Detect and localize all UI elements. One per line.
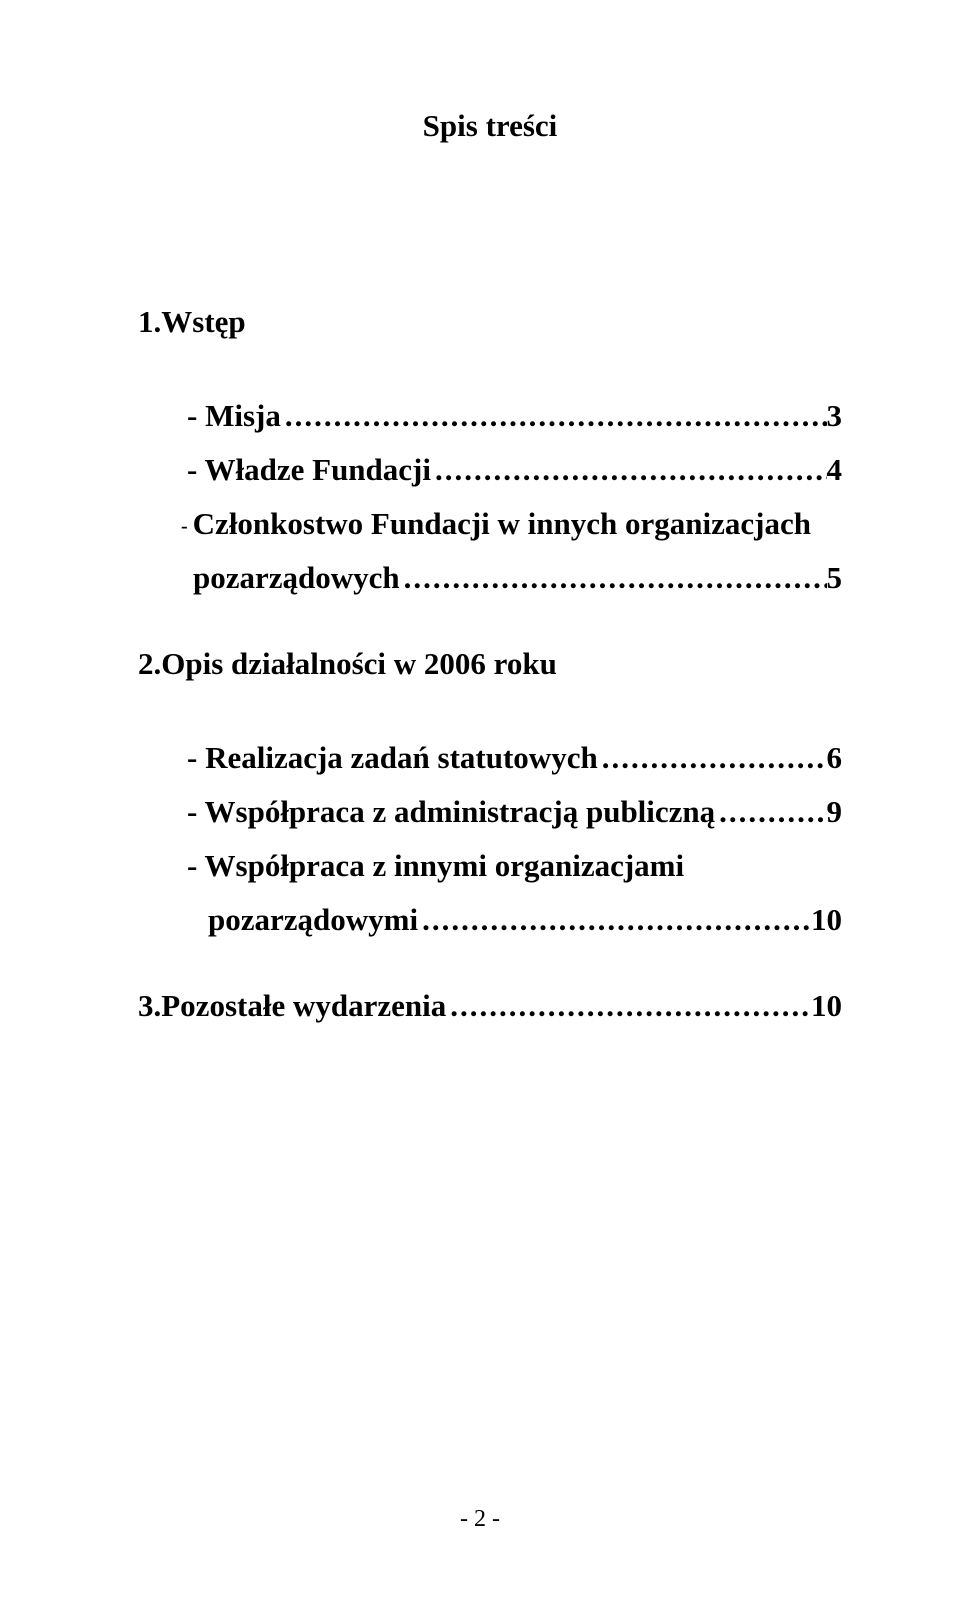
toc-item-czlonkostwo-line2: pozarządowych 5 [138,560,842,596]
toc-page-number: 3 [827,398,843,434]
toc-item-wspolpraca-admin: - Współpraca z administracją publiczną 9 [138,794,842,830]
toc-item-misja: - Misja 3 [138,398,842,434]
toc-label: - Realizacja zadań statutowych [187,740,598,776]
toc-item-wladze: - Władze Fundacji 4 [138,452,842,488]
toc-leader-dots [281,398,827,434]
toc-group-2: - Realizacja zadań statutowych 6 - Współ… [138,740,842,938]
toc-small-dash: - [181,515,193,537]
toc-page-number: 10 [811,988,842,1024]
toc-item-wspolpraca-org-line1: - Współpraca z innymi organizacjami [138,848,842,884]
toc-item-pozostale: 3.Pozostałe wydarzenia 10 [138,988,842,1024]
toc-page-number: 10 [811,902,842,938]
toc-leader-dots [418,902,811,938]
toc-page-number: 5 [827,560,843,596]
toc-item-realizacja: - Realizacja zadań statutowych 6 [138,740,842,776]
toc-leader-dots [598,740,827,776]
section-1-heading: 1.Wstęp [138,304,842,340]
toc-leader-dots [446,988,811,1024]
section-3-heading: 3.Pozostałe wydarzenia [138,988,446,1024]
section-2-heading: 2.Opis działalności w 2006 roku [138,646,842,682]
toc-group-1: - Misja 3 - Władze Fundacji 4 - Członkos… [138,398,842,596]
toc-label: - Współpraca z innymi organizacjami [187,848,684,883]
toc-page-number: 4 [827,452,843,488]
toc-label: pozarządowymi [208,902,418,938]
page-footer-number: - 2 - [0,1506,960,1533]
toc-item-wspolpraca-org-line2: pozarządowymi 10 [138,902,842,938]
toc-item-czlonkostwo-line1: - Członkostwo Fundacji w innych organiza… [138,506,842,542]
toc-page-number: 9 [827,794,843,830]
document-page: Spis treści 1.Wstęp - Misja 3 - Władze F… [0,0,960,1623]
toc-label: - Władze Fundacji [187,452,431,488]
page-title: Spis treści [138,108,842,144]
toc-label: - Współpraca z administracją publiczną [187,794,715,830]
toc-leader-dots [431,452,827,488]
toc-group-3: 3.Pozostałe wydarzenia 10 [138,988,842,1024]
toc-page-number: 6 [827,740,843,776]
toc-leader-dots [400,560,827,596]
toc-leader-dots [715,794,826,830]
toc-label: pozarządowych [193,560,400,596]
toc-label: - Misja [187,398,281,434]
toc-label: Członkostwo Fundacji w innych organizacj… [193,506,811,541]
